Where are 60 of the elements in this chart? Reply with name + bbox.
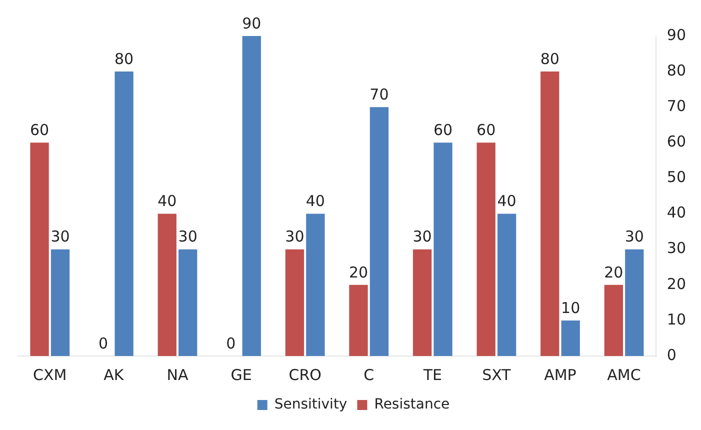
x-tick-label: GE (230, 366, 252, 384)
data-label: 20 (604, 263, 624, 282)
bar (158, 214, 176, 356)
y-tick-label: 70 (666, 97, 686, 115)
x-tick-label: AMP (544, 366, 576, 384)
data-label: 0 (226, 334, 236, 352)
bar (349, 284, 368, 356)
x-tick-label: CRO (288, 366, 322, 384)
data-label: 80 (540, 50, 560, 68)
bar (412, 249, 432, 356)
legend-label: Resistance (374, 396, 450, 413)
data-label: 40 (497, 192, 516, 210)
data-label: 30 (285, 228, 304, 246)
data-label: 70 (370, 86, 389, 104)
bar (50, 249, 70, 356)
data-label: 60 (476, 121, 496, 140)
y-tick-label: 60 (666, 132, 686, 151)
x-tick-label: SXT (482, 366, 512, 384)
y-tick-label: 90 (666, 26, 686, 44)
data-label: 0 (98, 334, 108, 352)
data-label: 30 (178, 228, 198, 246)
data-label: 60 (30, 121, 50, 140)
x-tick-label: TE (422, 366, 442, 384)
data-label: 30 (412, 228, 432, 246)
y-tick-label: 30 (666, 239, 686, 258)
bar (604, 284, 623, 356)
data-label: 90 (242, 14, 262, 32)
data-label: 40 (306, 192, 325, 210)
data-label: 10 (561, 298, 580, 317)
bar (476, 142, 496, 356)
x-tick-label: CXM (33, 366, 67, 384)
bar (30, 142, 49, 356)
data-label: 30 (624, 228, 644, 246)
y-tick-label: 50 (666, 168, 686, 186)
y-tick-label: 10 (666, 310, 686, 328)
bar (625, 249, 644, 356)
y-tick-label: 40 (666, 204, 686, 222)
x-tick-label: C (364, 366, 374, 384)
bar (434, 142, 452, 356)
data-label: 30 (50, 228, 70, 246)
bar (285, 249, 304, 356)
y-tick-label: 80 (666, 61, 686, 80)
data-label: 80 (114, 50, 134, 68)
bar (114, 72, 134, 356)
data-label: 40 (158, 192, 177, 210)
bar (370, 107, 389, 356)
bar (242, 36, 261, 356)
data-label: 20 (348, 263, 368, 282)
bar (306, 214, 325, 356)
x-tick-label: AMC (607, 366, 641, 384)
y-tick-label: 0 (666, 346, 676, 364)
x-tick-label: NA (166, 366, 189, 384)
bar (540, 72, 560, 356)
bar (561, 320, 580, 356)
legend-label: Sensitivity (274, 396, 348, 413)
data-label: 60 (433, 121, 453, 140)
x-tick-label: AK (104, 366, 125, 384)
y-tick-label: 20 (666, 274, 686, 293)
bar (497, 214, 516, 356)
bar (178, 249, 198, 356)
